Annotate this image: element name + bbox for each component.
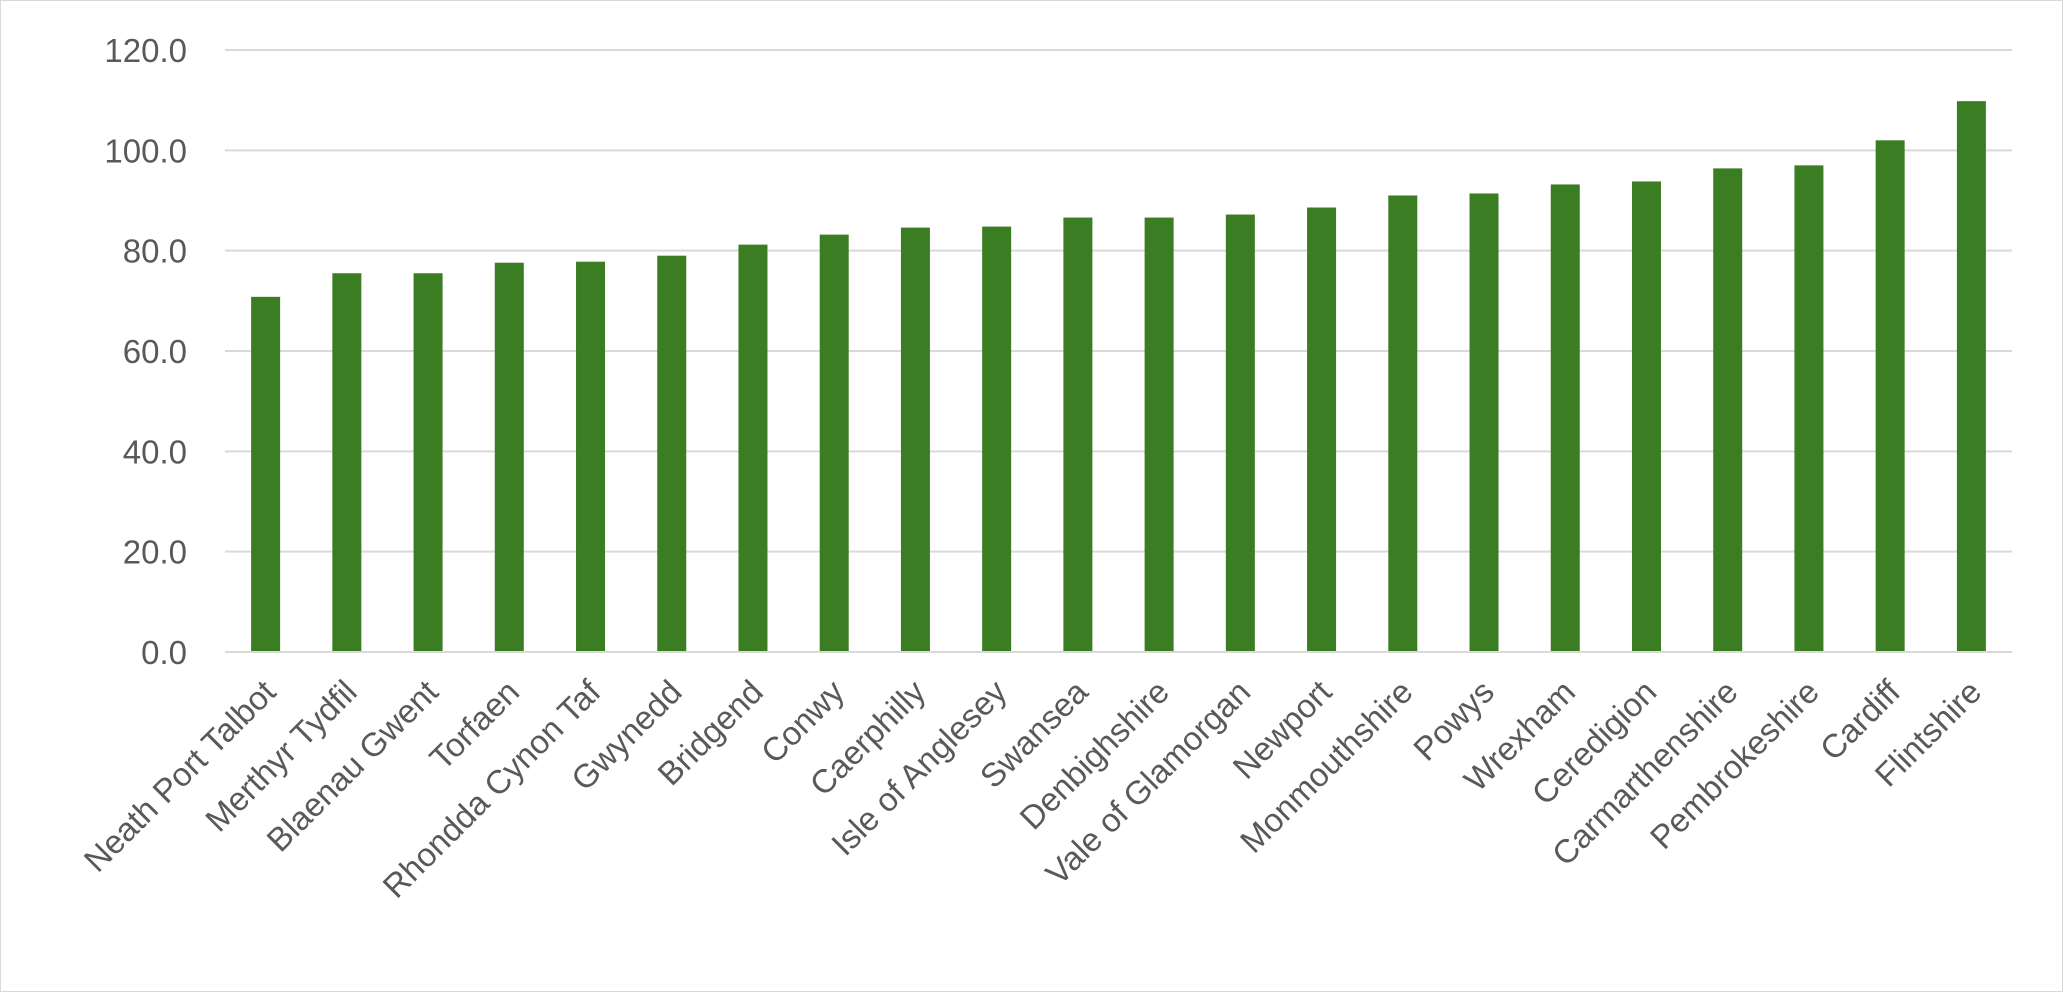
bar [1144,217,1174,652]
y-tick-label: 120.0 [104,32,187,69]
y-tick-label: 60.0 [123,333,187,370]
bar [900,227,930,652]
bar [1550,184,1580,653]
bar [332,273,362,652]
y-tick-label: 0.0 [141,634,187,671]
bar [413,273,443,652]
y-tick-label: 40.0 [123,433,187,470]
bar [1631,181,1661,653]
bar [1794,165,1824,652]
bar [494,262,524,652]
gridlines [225,49,2012,553]
bar [1713,168,1743,653]
bar [1225,214,1255,652]
bar [657,255,687,652]
bar [1956,101,1986,653]
bar [982,226,1012,652]
bar [576,261,606,652]
bar [1469,193,1499,652]
bar [819,234,849,652]
bar [251,296,281,652]
y-tick-label: 100.0 [104,132,187,169]
bars [251,101,1986,653]
y-tick-label: 80.0 [123,233,187,270]
y-axis-ticks: 0.0 20.0 40.0 60.0 80.0 100.0 120.0 [104,32,187,671]
bar [738,244,768,652]
bar [1063,217,1093,652]
bar [1875,140,1905,653]
bar [1388,195,1418,652]
bar [1307,207,1337,653]
y-tick-label: 20.0 [123,534,187,571]
